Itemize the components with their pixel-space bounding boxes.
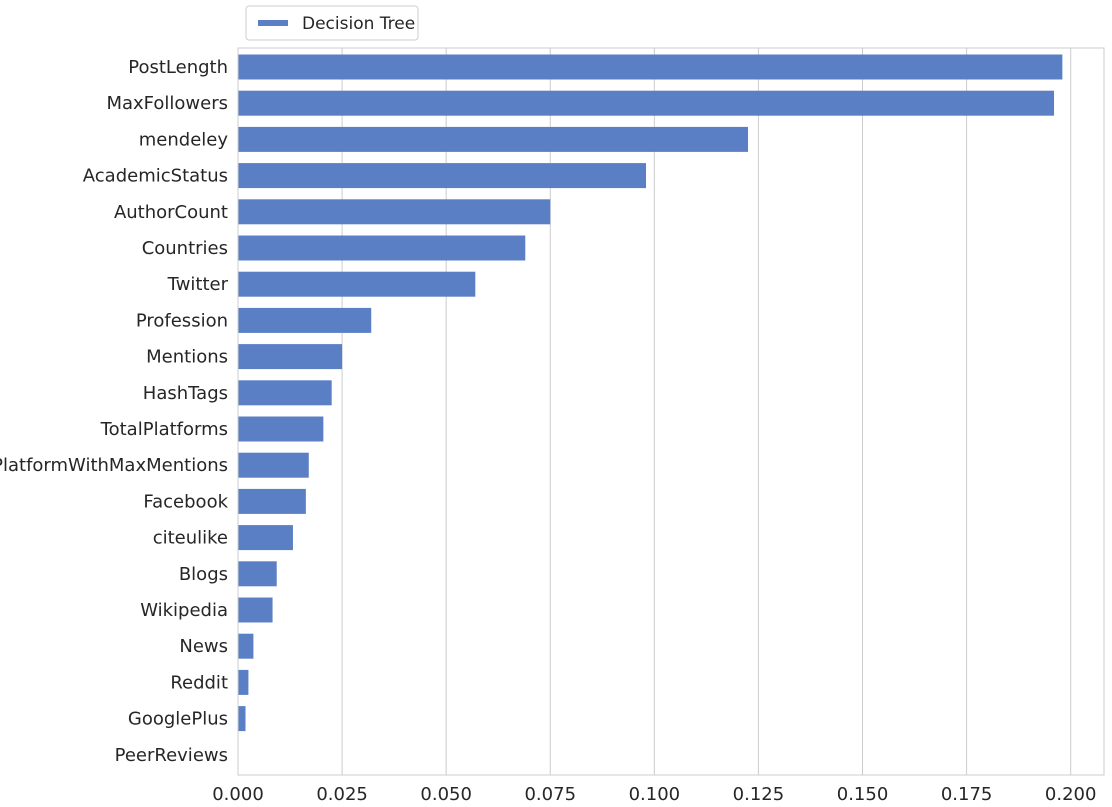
bar-totalplatforms [238,416,324,442]
category-label: Wikipedia [140,600,228,621]
bar-wikipedia [238,597,273,623]
bar-hashtags [238,380,332,406]
bar-news [238,633,254,659]
category-label: Twitter [167,274,229,295]
category-label: citeulike [153,528,228,549]
legend-label: Decision Tree [302,14,415,34]
x-tick-label: 0.075 [524,784,576,805]
bar-profession [238,307,372,333]
category-label: Mentions [146,347,228,368]
category-label: MaxFollowers [106,93,228,114]
category-label: mendeley [139,129,229,150]
category-label: Blogs [179,564,228,585]
category-label: News [179,636,228,657]
bar-mentions [238,344,343,370]
bar-mendeley [238,126,749,152]
x-tick-label: 0.025 [316,784,368,805]
category-label: PeerReviews [115,745,228,766]
category-label: HashTags [143,383,228,404]
bar-citeulike [238,525,293,551]
bar-postlength [238,54,1063,80]
category-label: TotalPlatforms [100,419,228,440]
x-tick-labels: 0.000 0.025 0.050 0.075 0.100 0.125 0.150 0.175… [212,784,1096,805]
bar-reddit [238,669,249,695]
plot-frame [237,47,1105,776]
x-tick-label: 0.100 [629,784,681,805]
category-label: AcademicStatus [83,166,228,187]
x-tick-label: 0.200 [1045,784,1097,805]
x-tick-label: 0.150 [837,784,889,805]
bar-googleplus [238,706,246,732]
bar-maxfollowers [238,90,1055,116]
bars [238,54,1063,732]
legend: Decision Tree [245,5,419,41]
bar-academicstatus [238,163,647,189]
bar-blogs [238,561,277,587]
bar-platformwithmaxmentions [238,452,309,478]
category-label: Facebook [143,491,228,512]
x-tick-label: 0.000 [212,784,264,805]
category-label: Countries [142,238,228,259]
x-tick-label: 0.125 [733,784,785,805]
x-tick-label: 0.050 [420,784,472,805]
bar-countries [238,235,526,261]
category-labels: PostLength MaxFollowers mendeley AcademicSt… [0,57,229,766]
bar-authorcount [238,199,551,225]
legend-box [245,5,419,41]
category-label: GooglePlus [128,709,228,730]
category-label: PlatformWithMaxMentions [0,455,228,476]
category-label: PostLength [128,57,228,78]
category-label: AuthorCount [114,202,228,223]
bar-facebook [238,488,306,514]
bar-twitter [238,271,476,297]
category-label: Profession [136,310,228,331]
category-label: Reddit [170,672,228,693]
x-tick-label: 0.175 [941,784,993,805]
grid-lines [237,48,1072,775]
